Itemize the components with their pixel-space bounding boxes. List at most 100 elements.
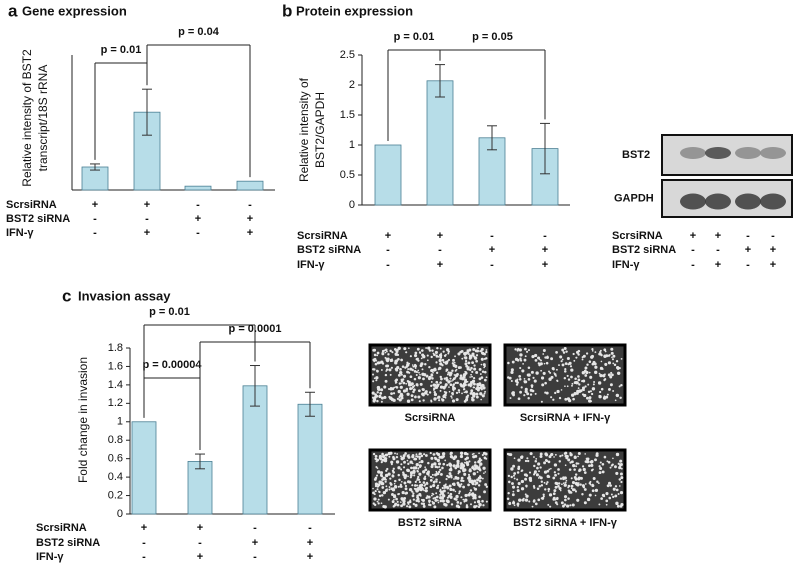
cell — [464, 498, 468, 502]
cell — [395, 460, 400, 464]
cell — [464, 390, 468, 394]
cell — [397, 485, 400, 488]
bar — [131, 421, 157, 515]
cell — [422, 399, 425, 402]
cell — [373, 348, 377, 352]
cell — [469, 385, 472, 388]
cell — [577, 353, 580, 356]
cell — [609, 484, 613, 487]
cell — [387, 472, 391, 476]
cell — [416, 477, 419, 480]
condition-sign: + — [307, 537, 313, 549]
cell — [444, 391, 448, 394]
cell — [378, 490, 380, 493]
cell — [447, 358, 451, 362]
cell — [591, 387, 596, 391]
cell — [560, 360, 563, 363]
cell — [483, 370, 487, 374]
cell — [419, 494, 422, 497]
cell — [480, 459, 483, 462]
cell — [578, 469, 581, 473]
cell — [537, 462, 541, 466]
cell — [429, 479, 433, 482]
cell — [618, 485, 621, 487]
cell — [432, 477, 434, 479]
bar — [187, 461, 213, 515]
cell — [605, 354, 609, 358]
cell — [403, 347, 407, 351]
cell — [431, 349, 434, 352]
cell — [396, 500, 399, 503]
y-tick-label: 0.2 — [108, 489, 123, 501]
condition-sign: - — [196, 199, 200, 211]
cell — [449, 492, 453, 496]
cell — [533, 471, 537, 474]
cell — [611, 373, 614, 377]
cell — [471, 466, 475, 470]
cell — [462, 485, 466, 489]
cell — [402, 454, 406, 458]
cell — [473, 364, 476, 367]
condition-sign: + — [715, 259, 721, 271]
cell — [452, 464, 456, 468]
cell — [537, 477, 540, 479]
cell — [429, 503, 432, 507]
cell — [619, 463, 623, 467]
cell — [516, 478, 519, 481]
cell — [473, 501, 477, 504]
cell — [547, 460, 551, 464]
blot-band — [735, 147, 761, 159]
cell — [564, 397, 568, 401]
cell — [511, 360, 515, 364]
cell — [594, 458, 597, 462]
cell — [456, 501, 460, 504]
cell — [473, 479, 477, 483]
cell — [554, 391, 557, 395]
cell — [374, 454, 378, 458]
cell — [463, 472, 467, 476]
cell — [380, 502, 383, 505]
bar — [236, 180, 264, 191]
cell — [377, 502, 380, 505]
cell — [457, 389, 461, 392]
condition-sign: + — [252, 537, 258, 549]
cell — [465, 505, 469, 509]
p-value: p = 0.01 — [101, 44, 142, 56]
condition-sign: + — [195, 213, 201, 225]
cell — [519, 366, 522, 370]
cell — [594, 370, 598, 374]
cell — [430, 456, 434, 460]
cell — [555, 375, 557, 377]
cell — [472, 465, 474, 467]
cell — [408, 505, 412, 509]
cell — [407, 480, 410, 484]
cell — [394, 361, 398, 365]
cell — [582, 467, 586, 472]
cell — [459, 366, 462, 369]
cell — [581, 465, 585, 468]
cell — [620, 383, 623, 387]
cell — [435, 492, 438, 495]
cell — [379, 481, 384, 485]
cell — [577, 349, 581, 353]
cell — [609, 375, 613, 379]
cell — [398, 398, 402, 402]
cell — [550, 357, 554, 361]
cell — [379, 392, 383, 395]
cell — [517, 505, 519, 507]
cell — [556, 379, 559, 382]
cell — [555, 351, 558, 354]
cell — [400, 373, 403, 376]
cell — [431, 463, 434, 467]
cell — [416, 347, 420, 351]
cell — [464, 351, 469, 355]
cell — [452, 358, 455, 362]
cell — [444, 360, 449, 365]
cell — [577, 482, 580, 484]
cell — [552, 368, 555, 371]
cell — [524, 477, 528, 481]
cell — [542, 495, 545, 498]
cell — [549, 371, 552, 374]
cell — [611, 358, 615, 361]
cell — [383, 505, 387, 509]
